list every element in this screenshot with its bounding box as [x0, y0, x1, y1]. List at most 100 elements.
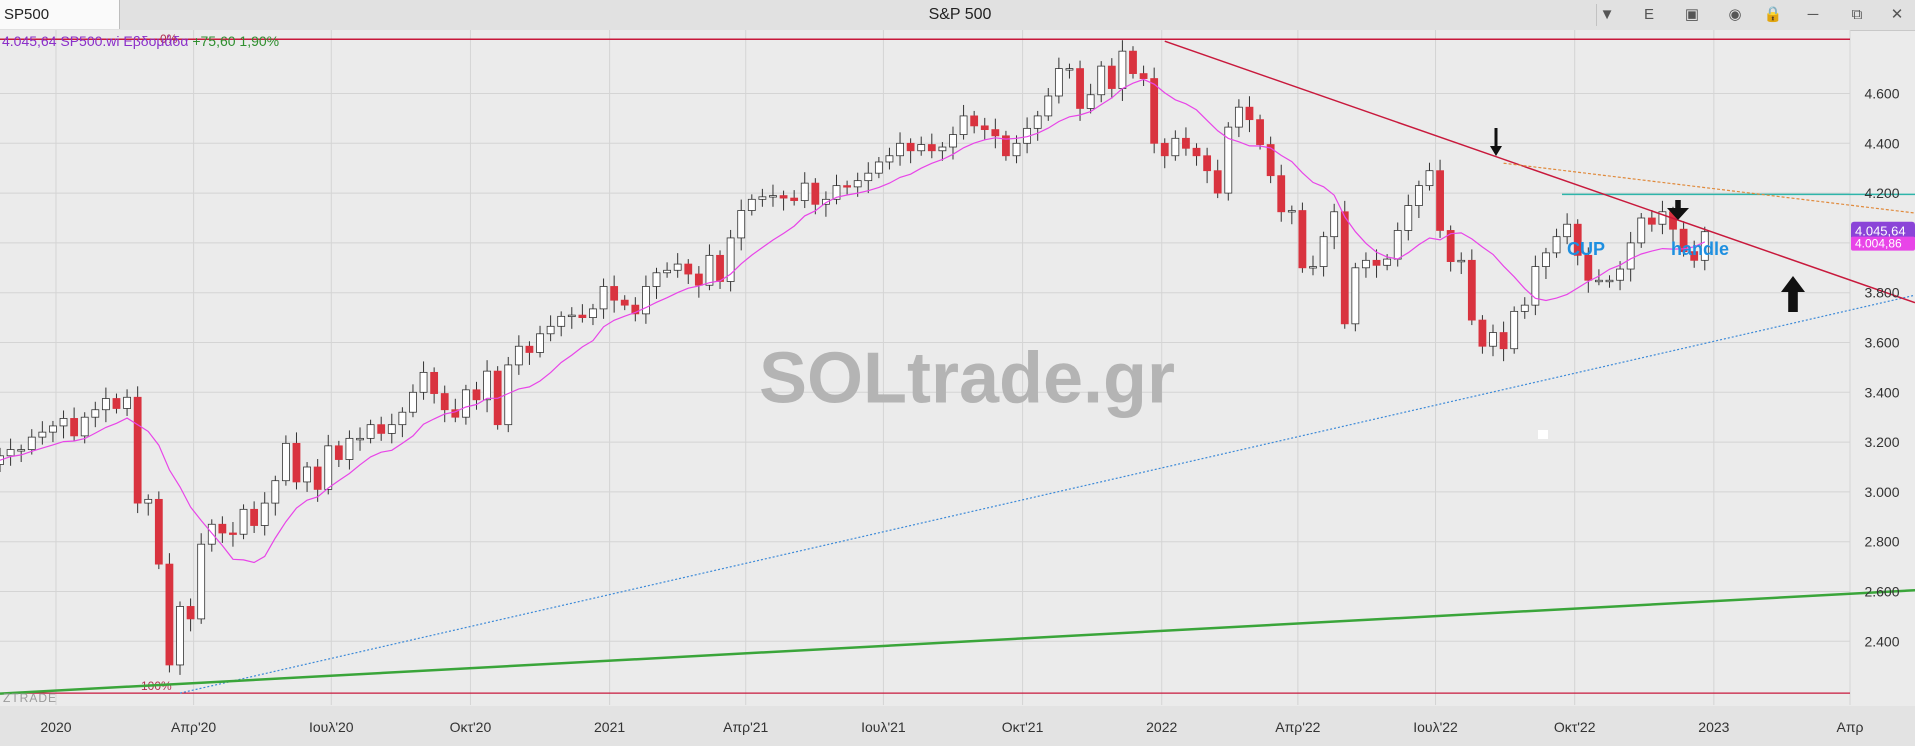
- candle-body: [387, 424, 396, 434]
- candle: [1224, 122, 1233, 201]
- x-tick-label: 2023: [1698, 719, 1729, 735]
- candle: [567, 307, 576, 329]
- candle: [144, 494, 153, 516]
- white-marker: [1538, 430, 1548, 439]
- candle: [250, 501, 259, 533]
- candle-body: [1086, 94, 1095, 109]
- candle: [1033, 110, 1042, 141]
- candle: [557, 311, 566, 337]
- candle: [1107, 58, 1116, 99]
- candle: [1054, 57, 1063, 104]
- dropdown-chevron-icon[interactable]: ▼: [1599, 6, 1615, 23]
- candle-body: [1340, 211, 1349, 325]
- candle-body: [652, 272, 661, 287]
- candle-body: [207, 523, 216, 545]
- candle: [1436, 159, 1444, 238]
- candle-body: [1012, 142, 1021, 157]
- last-price-tag-text: 4.045,64: [1855, 224, 1906, 239]
- x-tick-label: Ιουλ'20: [309, 719, 354, 735]
- candle: [1012, 135, 1021, 164]
- candle: [1510, 306, 1519, 354]
- candle: [642, 275, 650, 324]
- close-icon[interactable]: ✕: [1890, 6, 1904, 23]
- green-long-trendline: [0, 589, 1915, 695]
- candle-body: [260, 502, 269, 526]
- candle: [59, 410, 68, 439]
- candle-body: [747, 198, 756, 211]
- candle-body: [546, 325, 555, 335]
- lock-icon[interactable]: 🔒: [1763, 6, 1783, 23]
- candle-body: [165, 563, 174, 666]
- candle-body: [800, 182, 809, 201]
- window-title: S&P 500: [928, 6, 992, 23]
- candle-body: [1319, 236, 1328, 267]
- candle: [1489, 324, 1497, 357]
- candle-body: [853, 180, 862, 188]
- e-button[interactable]: E: [1643, 6, 1654, 23]
- candle: [313, 459, 322, 502]
- candle-body: [1372, 259, 1381, 266]
- candle: [1203, 147, 1212, 184]
- candle-body: [59, 418, 68, 427]
- candle: [303, 462, 311, 492]
- x-tick-label: Απρ: [1837, 719, 1864, 735]
- restore-icon[interactable]: ⧉: [1851, 6, 1863, 23]
- candle-body: [1552, 236, 1561, 254]
- candle: [1213, 159, 1222, 199]
- candle-body: [101, 398, 110, 411]
- candle-body: [1309, 266, 1317, 269]
- candle-body: [112, 398, 121, 409]
- candle: [1171, 130, 1180, 161]
- candle-body: [1160, 142, 1169, 157]
- candle: [737, 199, 746, 251]
- last-price-tag-bg: [1851, 221, 1915, 240]
- candle-body: [673, 263, 682, 271]
- candle: [1277, 164, 1286, 222]
- candle-body: [1224, 126, 1233, 194]
- candle-body: [843, 185, 851, 188]
- y-tick-label: 4.200: [1864, 185, 1899, 201]
- candle: [832, 174, 841, 205]
- candle: [800, 172, 809, 209]
- y-tick-label: 2.600: [1864, 584, 1899, 600]
- candle-body: [1446, 230, 1455, 262]
- candle-body: [1277, 175, 1286, 213]
- candle: [980, 117, 989, 140]
- candle-body: [1499, 332, 1508, 350]
- candle: [514, 335, 523, 375]
- red-downtrend-line: [1164, 40, 1915, 304]
- minimize-icon[interactable]: ─: [1807, 6, 1819, 23]
- candle-body: [1076, 68, 1084, 109]
- chat-icon[interactable]: ◉: [1728, 6, 1742, 23]
- candle: [1467, 249, 1476, 326]
- ma-price-tag-bg: [1851, 236, 1915, 251]
- candle-body: [769, 195, 777, 198]
- candle: [652, 267, 661, 299]
- candle-body: [313, 466, 322, 490]
- candle-body: [885, 155, 894, 163]
- candle-body: [451, 409, 460, 418]
- candle-body: [123, 396, 131, 409]
- candle: [154, 491, 163, 570]
- candle: [885, 147, 894, 170]
- candle-body: [218, 523, 227, 534]
- candle: [1192, 143, 1201, 166]
- plot-background: [0, 30, 1850, 705]
- info-change: +75,60 1,90%: [192, 33, 280, 49]
- candle: [1457, 252, 1466, 275]
- candle-body: [874, 161, 883, 174]
- candle: [663, 262, 671, 278]
- candle: [1002, 130, 1010, 161]
- candle-body: [631, 304, 640, 315]
- candle: [186, 598, 195, 632]
- symbol-input[interactable]: SP500: [0, 0, 120, 29]
- candle: [1531, 255, 1540, 316]
- price-chart[interactable]: SOLtrade.gr0%100%CUPhandle2.4002.6002.80…: [0, 30, 1915, 746]
- candle: [1287, 205, 1296, 225]
- candle-body: [1457, 259, 1466, 263]
- window-layout-icon[interactable]: ▣: [1684, 6, 1700, 23]
- candle: [811, 178, 820, 215]
- candle-body: [811, 182, 820, 205]
- info-line: 4.045,64 SP500.wi Εβδομάδα +75,60 1,90%: [2, 33, 279, 49]
- candle: [123, 389, 131, 416]
